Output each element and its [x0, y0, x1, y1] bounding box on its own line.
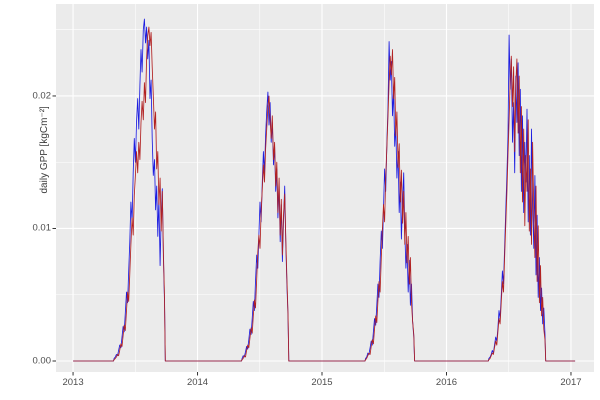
- x-tick-label: 2013: [62, 377, 84, 388]
- x-tick-label: 2017: [560, 377, 582, 388]
- x-tick-label: 2014: [186, 377, 209, 388]
- x-tick-label: 2015: [311, 377, 333, 388]
- y-axis-title: daily GPP [kgCm⁻²]: [39, 106, 51, 194]
- y-tick-label: 0.01: [32, 222, 52, 234]
- data-series-lines: [73, 18, 576, 362]
- y-tick-label: 0.00: [32, 355, 52, 367]
- plot-panel: [56, 4, 594, 372]
- axis-tick-marks: [52, 95, 572, 376]
- x-tick-label: 2016: [435, 377, 458, 388]
- y-tick-label: 0.02: [32, 90, 52, 102]
- series-red: [73, 26, 576, 362]
